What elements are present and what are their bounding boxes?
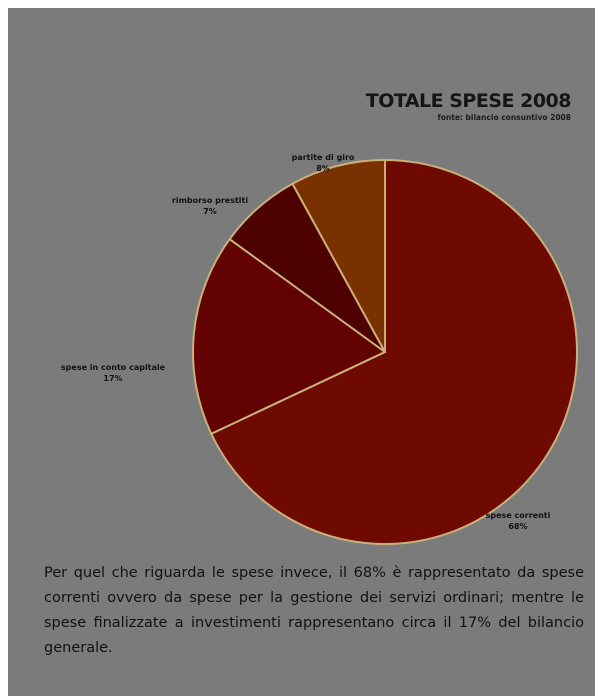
slice-label-partite-di-giro: partite di giro 8% xyxy=(268,152,378,174)
slice-name: rimborso prestiti xyxy=(171,196,249,205)
slice-name: partite di giro xyxy=(291,153,355,162)
slice-value: 7% xyxy=(203,207,217,216)
chart-title: TOTALE SPESE 2008 xyxy=(365,90,572,112)
slice-value: 17% xyxy=(103,374,123,383)
slice-value: 68% xyxy=(508,522,528,531)
pie-slice-partite-di-giro xyxy=(291,158,386,353)
slice-label-spese-in-conto-capitale: spese in conto capitale 17% xyxy=(38,362,188,384)
pie-slice-spese-correnti xyxy=(209,158,578,545)
slice-name: spese in conto capitale xyxy=(60,363,166,372)
slice-label-spese-correnti: spese correnti 68% xyxy=(468,510,568,532)
chart-subtitle: fonte: bilancio consuntivo 2008 xyxy=(437,113,572,122)
chart-title-block: TOTALE SPESE 2008 fonte: bilancio consun… xyxy=(365,90,572,122)
pie-slice-spese-in-conto-capitale xyxy=(192,237,387,436)
slice-name: spese correnti xyxy=(485,511,551,520)
slice-label-rimborso-prestiti: rimborso prestiti 7% xyxy=(150,195,270,217)
caption-paragraph: Per quel che riguarda le spese invece, i… xyxy=(44,565,584,656)
slice-value: 8% xyxy=(316,164,330,173)
